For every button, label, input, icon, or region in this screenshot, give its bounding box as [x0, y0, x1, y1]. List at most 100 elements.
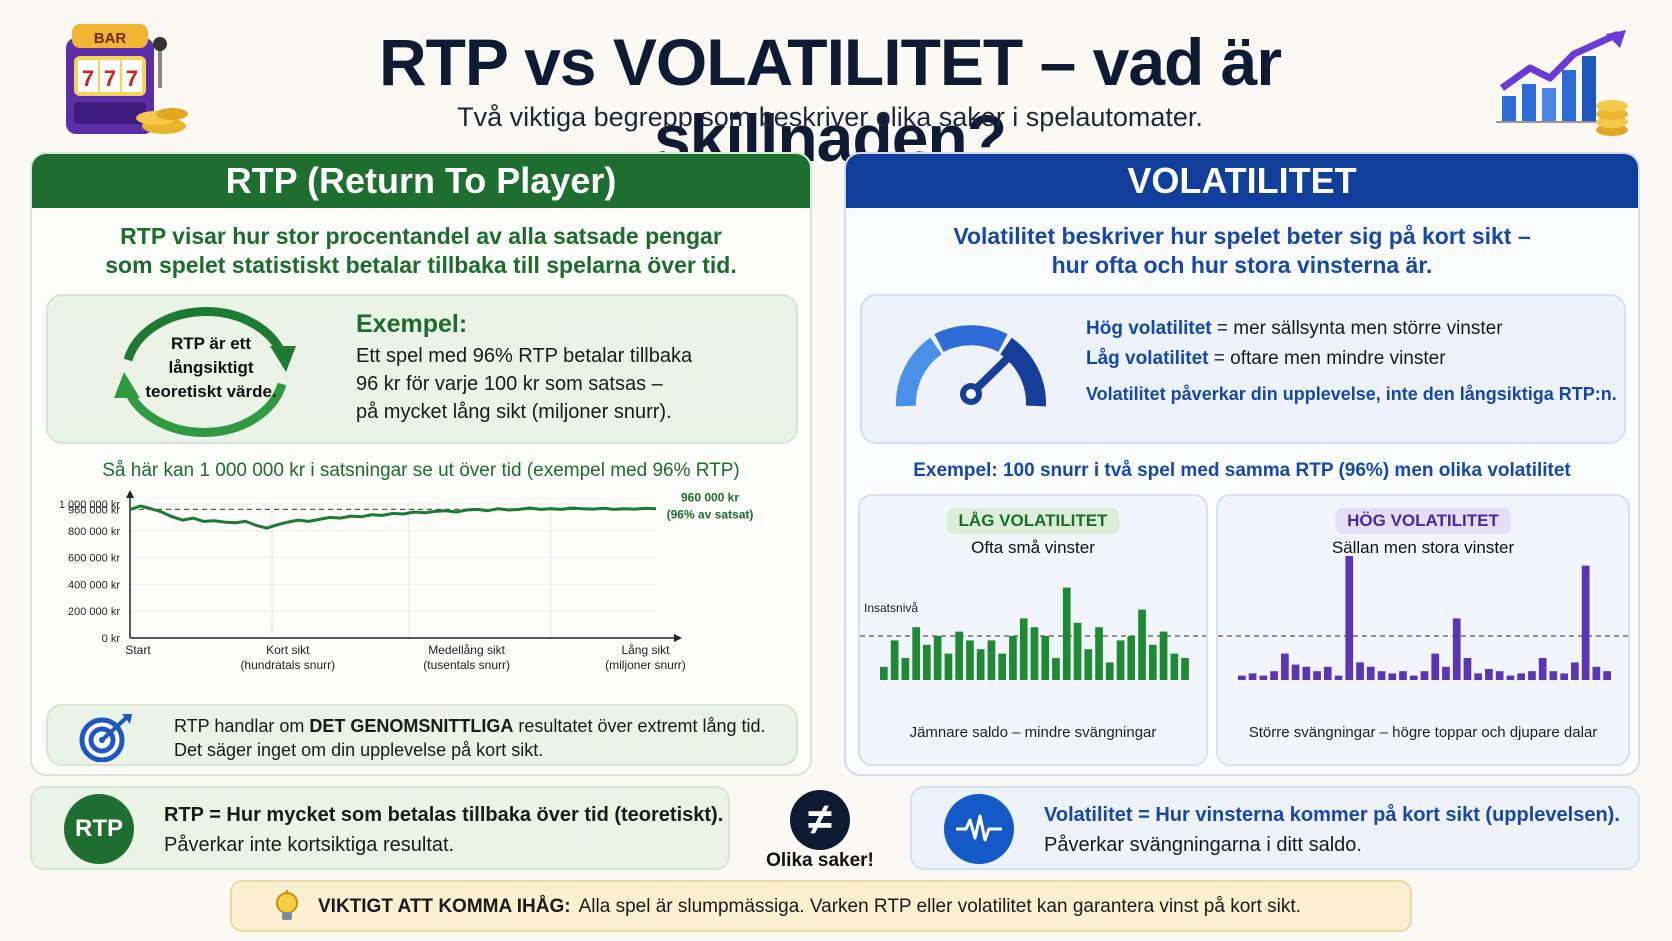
volatility-bar: [1116, 640, 1125, 680]
volatility-bar: [1431, 653, 1440, 680]
x-tick-label: Kort sikt: [266, 643, 310, 657]
volatility-bar: [1238, 675, 1246, 680]
low-volatility-bar-chart: Insatsnivå: [860, 587, 1206, 680]
volatility-bar: [1571, 662, 1579, 680]
volatility-bar: [1127, 636, 1136, 680]
high-volatility-line: Hög volatilitet = mer sällsynta men stör…: [1086, 318, 1503, 340]
rtp-chart-title: Så här kan 1 000 000 kr i satsningar se …: [102, 460, 740, 481]
cycle-arrows-icon: [114, 307, 296, 437]
reference-label: (96% av satsat): [667, 507, 754, 521]
growth-chart-icon: [1488, 30, 1638, 145]
rtp-example-text: Ett spel med 96% RTP betalar tillbaka 96…: [356, 342, 776, 426]
volatility-summary-definition: Volatilitet = Hur vinsterna kommer på ko…: [1044, 804, 1620, 826]
volatility-bar: [1399, 671, 1407, 680]
volatility-bar: [1181, 658, 1189, 680]
slot-machine-icon: BAR 7 7 7: [60, 18, 190, 145]
pulse-icon: [944, 794, 1014, 864]
example-line: på mycket lång sikt (miljoner snurr).: [356, 401, 672, 423]
rtp-example-title: Exempel:: [356, 310, 468, 338]
y-axis-arrow: [126, 490, 134, 498]
volatility-bar: [1334, 675, 1343, 680]
volatility-bar: [912, 627, 920, 680]
volatility-bar: [1592, 666, 1601, 680]
volatility-bar: [966, 640, 974, 680]
volatility-bar: [1528, 671, 1536, 680]
volatility-summary: Volatilitet = Hur vinsterna kommer på ko…: [910, 786, 1640, 870]
rtp-summary: RTP RTP = Hur mycket som betalas tillbak…: [30, 786, 730, 870]
volatility-bar: [998, 653, 1006, 680]
y-tick-label: 800 000 kr: [68, 526, 120, 538]
volatility-bar: [1073, 622, 1082, 680]
y-tick-label: 200 000 kr: [68, 606, 120, 618]
y-tick-label: 600 000 kr: [68, 553, 120, 565]
cycle-text-line: teoretiskt värde.: [145, 382, 277, 401]
high-volatility-badge: HÖG VOLATILITET: [1335, 508, 1511, 534]
volatility-summary-text: Volatilitet = Hur vinsterna kommer på ko…: [1044, 800, 1620, 860]
x-axis-arrow: [674, 634, 682, 642]
rtp-lead: RTP visar hur stor procentandel av alla …: [32, 222, 810, 280]
volatility-bar: [1560, 673, 1568, 680]
volatility-bar: [1517, 673, 1525, 680]
volatility-bar: [1084, 649, 1093, 680]
svg-text:7: 7: [104, 66, 116, 91]
svg-text:BAR: BAR: [94, 30, 127, 47]
volatility-bar: [1356, 662, 1364, 680]
svg-text:7: 7: [82, 66, 94, 91]
not-equal-label: Olika saker!: [766, 850, 874, 871]
volatility-bar: [933, 636, 942, 680]
not-equal-icon: ≠: [790, 790, 850, 850]
page-subtitle: Två viktiga begrepp som beskriver olika …: [457, 102, 1203, 132]
volatility-bar: [1149, 644, 1157, 680]
volatility-bar: [1159, 631, 1168, 680]
volatility-info-box: Hög volatilitet = mer sällsynta men stör…: [860, 294, 1626, 444]
cycle-text-line: RTP är ett: [171, 334, 251, 353]
volatility-lead-line: Volatilitet beskriver hur spelet beter s…: [953, 223, 1531, 249]
reference-label: 960 000 kr: [681, 490, 739, 504]
volatility-bar: [1366, 666, 1375, 680]
reminder-body: Alla spel är slumpmässiga. Varken RTP el…: [578, 896, 1301, 917]
low-volatility-card: LÅG VOLATILITET Ofta små vinster Insatsn…: [858, 494, 1208, 766]
example-line: 96 kr för varje 100 kr som satsas –: [356, 373, 663, 395]
rtp-summary-text: RTP = Hur mycket som betalas tillbaka öv…: [164, 800, 723, 860]
volatility-summary-detail: Påverkar svängningarna i ditt saldo.: [1044, 834, 1362, 856]
volatility-bar: [1052, 658, 1060, 680]
volatility-bar: [1345, 556, 1354, 680]
volatility-bar: [1009, 636, 1017, 680]
volatility-bar: [880, 666, 888, 680]
volatility-bar: [1030, 627, 1039, 680]
volatility-bar: [1388, 673, 1397, 680]
y-tick-label: 960 000 kr: [68, 504, 120, 516]
volatility-bar: [1041, 636, 1050, 680]
volatility-bar: [1313, 671, 1321, 680]
volatility-lead-line: hur ofta och hur stora vinsterna är.: [1051, 252, 1433, 278]
volatility-bar: [1549, 671, 1558, 680]
volatility-bar: [944, 653, 953, 680]
high-volatility-term: Hög volatilitet: [1086, 318, 1212, 339]
x-tick-sublabel: (tusentals snurr): [423, 658, 510, 672]
x-tick-label: Medellång sikt: [428, 643, 505, 657]
speedometer-icon: [895, 325, 1047, 407]
volatility-bar: [1281, 653, 1289, 680]
volatility-bar: [1170, 653, 1179, 680]
volatility-bar: [1409, 675, 1418, 680]
volatility-bar: [1291, 664, 1300, 680]
example-line: Ett spel med 96% RTP betalar tillbaka: [356, 345, 693, 367]
reminder-text: VIKTIGT ATT KOMMA IHÅG: Alla spel är slum…: [318, 896, 1301, 918]
svg-text:7: 7: [126, 66, 138, 91]
rtp-series-line: [129, 504, 657, 530]
rtp-summary-detail: Påverkar inte kortsiktiga resultat.: [164, 834, 455, 856]
volatility-bar: [1095, 627, 1103, 680]
rtp-lead-line: RTP visar hur stor procentandel av alla …: [120, 223, 722, 249]
x-tick-label: Lång sikt: [621, 643, 670, 657]
volatility-bar: [1259, 675, 1268, 680]
volatility-bar: [923, 644, 931, 680]
volatility-bar: [1452, 618, 1461, 680]
high-volatility-desc: = mer sällsynta men större vinster: [1211, 318, 1503, 339]
reminder-heading: VIKTIGT ATT KOMMA IHÅG:: [318, 896, 571, 917]
volatility-bar: [1062, 587, 1071, 680]
volatility-bar: [1138, 609, 1146, 680]
rtp-summary-definition: RTP = Hur mycket som betalas tillbaka öv…: [164, 804, 724, 826]
note-text: resultatet över extremt lång tid.: [513, 716, 766, 736]
volatility-bar: [1442, 666, 1450, 680]
x-tick-sublabel: (hundratals snurr): [240, 658, 335, 672]
